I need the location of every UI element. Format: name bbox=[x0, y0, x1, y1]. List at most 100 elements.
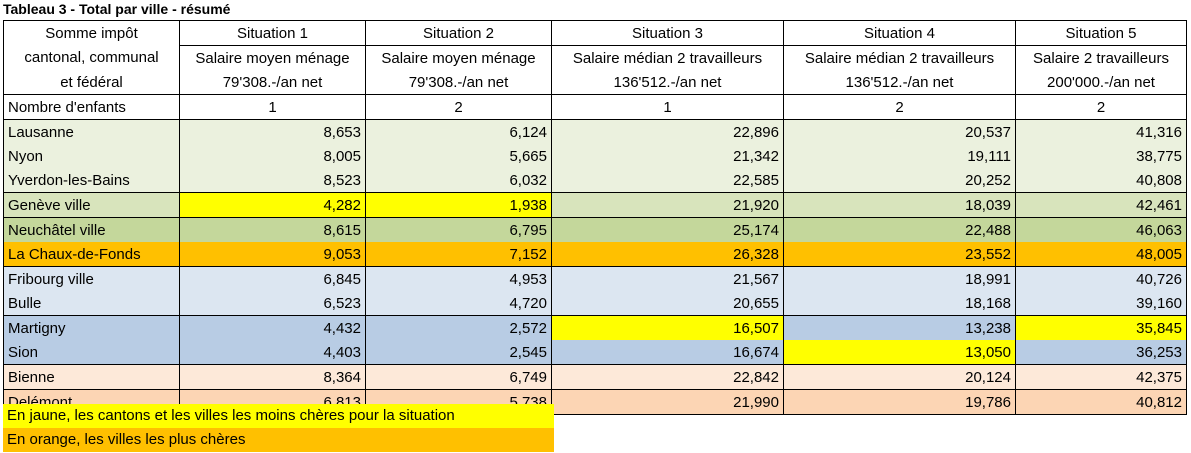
situation-4-header: Situation 4 bbox=[783, 20, 1016, 46]
value-situation-4: 20,124 bbox=[783, 364, 1016, 390]
value-situation-1: 4,282 bbox=[179, 192, 366, 218]
value-situation-3: 22,842 bbox=[551, 364, 784, 390]
children-count-4: 2 bbox=[783, 94, 1016, 120]
value-situation-4: 13,238 bbox=[783, 315, 1016, 340]
value-situation-5: 40,808 bbox=[1015, 168, 1187, 193]
value-situation-2: 4,953 bbox=[365, 266, 552, 291]
situation-1-header: Situation 1 bbox=[179, 20, 366, 46]
corner-line-1: Somme impôt bbox=[3, 20, 180, 46]
value-situation-1: 9,053 bbox=[179, 242, 366, 267]
value-situation-2: 6,749 bbox=[365, 364, 552, 390]
situation-1-salary: Salaire moyen ménage bbox=[179, 45, 366, 70]
value-situation-4: 20,252 bbox=[783, 168, 1016, 193]
value-situation-4: 13,050 bbox=[783, 340, 1016, 365]
value-situation-5: 39,160 bbox=[1015, 291, 1187, 316]
value-situation-5: 42,461 bbox=[1015, 192, 1187, 218]
city-name: Neuchâtel ville bbox=[3, 217, 180, 242]
table-row: Lausanne 8,653 6,124 22,896 20,537 41,316 bbox=[3, 119, 1187, 144]
value-situation-5: 36,253 bbox=[1015, 340, 1187, 365]
situation-2-salary: Salaire moyen ménage bbox=[365, 45, 552, 70]
value-situation-2: 6,032 bbox=[365, 168, 552, 193]
header-row-amount: et fédéral 79'308.-/an net 79'308.-/an n… bbox=[3, 70, 1187, 95]
value-situation-3: 22,896 bbox=[551, 119, 784, 144]
table-body: Somme impôt Situation 1 Situation 2 Situ… bbox=[3, 20, 1187, 415]
city-name: Nyon bbox=[3, 144, 180, 168]
table-row: Martigny 4,432 2,572 16,507 13,238 35,845 bbox=[3, 315, 1187, 340]
city-name: Fribourg ville bbox=[3, 266, 180, 291]
value-situation-4: 18,991 bbox=[783, 266, 1016, 291]
city-name: Genève ville bbox=[3, 192, 180, 218]
header-row-salary: cantonal, communal Salaire moyen ménage … bbox=[3, 45, 1187, 70]
value-situation-3: 21,567 bbox=[551, 266, 784, 291]
value-situation-4: 20,537 bbox=[783, 119, 1016, 144]
legend-yellow: En jaune, les cantons et les villes les … bbox=[3, 404, 554, 428]
value-situation-1: 6,845 bbox=[179, 266, 366, 291]
situation-3-salary: Salaire médian 2 travailleurs bbox=[551, 45, 784, 70]
city-name: Sion bbox=[3, 340, 180, 365]
value-situation-3: 21,920 bbox=[551, 192, 784, 218]
value-situation-2: 5,665 bbox=[365, 144, 552, 168]
value-situation-3: 16,507 bbox=[551, 315, 784, 340]
value-situation-3: 21,990 bbox=[551, 389, 784, 415]
value-situation-1: 8,005 bbox=[179, 144, 366, 168]
situation-2-amount: 79'308.-/an net bbox=[365, 70, 552, 95]
situation-5-amount: 200'000.-/an net bbox=[1015, 70, 1187, 95]
value-situation-1: 8,653 bbox=[179, 119, 366, 144]
value-situation-3: 26,328 bbox=[551, 242, 784, 267]
situation-3-amount: 136'512.-/an net bbox=[551, 70, 784, 95]
value-situation-5: 42,375 bbox=[1015, 364, 1187, 390]
value-situation-2: 2,572 bbox=[365, 315, 552, 340]
value-situation-5: 48,005 bbox=[1015, 242, 1187, 267]
value-situation-1: 8,615 bbox=[179, 217, 366, 242]
value-situation-2: 1,938 bbox=[365, 192, 552, 218]
table-row: Neuchâtel ville 8,615 6,795 25,174 22,488 46,… bbox=[3, 217, 1187, 242]
tax-summary-table: Somme impôt Situation 1 Situation 2 Situ… bbox=[3, 20, 1187, 415]
value-situation-2: 7,152 bbox=[365, 242, 552, 267]
city-name: Bienne bbox=[3, 364, 180, 390]
value-situation-1: 8,523 bbox=[179, 168, 366, 193]
value-situation-4: 19,111 bbox=[783, 144, 1016, 168]
value-situation-2: 6,124 bbox=[365, 119, 552, 144]
city-name: La Chaux-de-Fonds bbox=[3, 242, 180, 267]
children-row: Nombre d'enfants 1 2 1 2 2 bbox=[3, 94, 1187, 120]
table-row: La Chaux-de-Fonds 9,053 7,152 26,328 23,552 4… bbox=[3, 242, 1187, 267]
children-label: Nombre d'enfants bbox=[3, 94, 180, 120]
value-situation-4: 18,168 bbox=[783, 291, 1016, 316]
situation-5-header: Situation 5 bbox=[1015, 20, 1187, 46]
city-name: Lausanne bbox=[3, 119, 180, 144]
table-row: Yverdon-les-Bains 8,523 6,032 22,585 20,252 4… bbox=[3, 168, 1187, 193]
value-situation-2: 4,720 bbox=[365, 291, 552, 316]
table-row: Fribourg ville 6,845 4,953 21,567 18,991 40,7… bbox=[3, 266, 1187, 291]
value-situation-5: 38,775 bbox=[1015, 144, 1187, 168]
city-name: Bulle bbox=[3, 291, 180, 316]
header-row-situations: Somme impôt Situation 1 Situation 2 Situ… bbox=[3, 20, 1187, 46]
city-name: Martigny bbox=[3, 315, 180, 340]
value-situation-4: 23,552 bbox=[783, 242, 1016, 267]
table-row: Bulle 6,523 4,720 20,655 18,168 39,160 bbox=[3, 291, 1187, 316]
value-situation-4: 19,786 bbox=[783, 389, 1016, 415]
value-situation-3: 22,585 bbox=[551, 168, 784, 193]
value-situation-5: 46,063 bbox=[1015, 217, 1187, 242]
value-situation-4: 22,488 bbox=[783, 217, 1016, 242]
value-situation-3: 16,674 bbox=[551, 340, 784, 365]
table-row: Bienne 8,364 6,749 22,842 20,124 42,375 bbox=[3, 364, 1187, 390]
value-situation-5: 41,316 bbox=[1015, 119, 1187, 144]
table-title: Tableau 3 - Total par ville - résumé bbox=[3, 1, 231, 17]
value-situation-5: 35,845 bbox=[1015, 315, 1187, 340]
value-situation-2: 6,795 bbox=[365, 217, 552, 242]
value-situation-3: 25,174 bbox=[551, 217, 784, 242]
table-row: Genève ville 4,282 1,938 21,920 18,039 42,461 bbox=[3, 192, 1187, 218]
city-name: Yverdon-les-Bains bbox=[3, 168, 180, 193]
table-row: Nyon 8,005 5,665 21,342 19,111 38,775 bbox=[3, 144, 1187, 168]
children-count-5: 2 bbox=[1015, 94, 1187, 120]
situation-4-salary: Salaire médian 2 travailleurs bbox=[783, 45, 1016, 70]
children-count-3: 1 bbox=[551, 94, 784, 120]
value-situation-3: 20,655 bbox=[551, 291, 784, 316]
value-situation-5: 40,726 bbox=[1015, 266, 1187, 291]
legend-orange: En orange, les villes les plus chères bbox=[3, 428, 554, 452]
situation-5-salary: Salaire 2 travailleurs bbox=[1015, 45, 1187, 70]
value-situation-1: 6,523 bbox=[179, 291, 366, 316]
corner-line-3: et fédéral bbox=[3, 70, 180, 95]
value-situation-4: 18,039 bbox=[783, 192, 1016, 218]
value-situation-1: 4,403 bbox=[179, 340, 366, 365]
